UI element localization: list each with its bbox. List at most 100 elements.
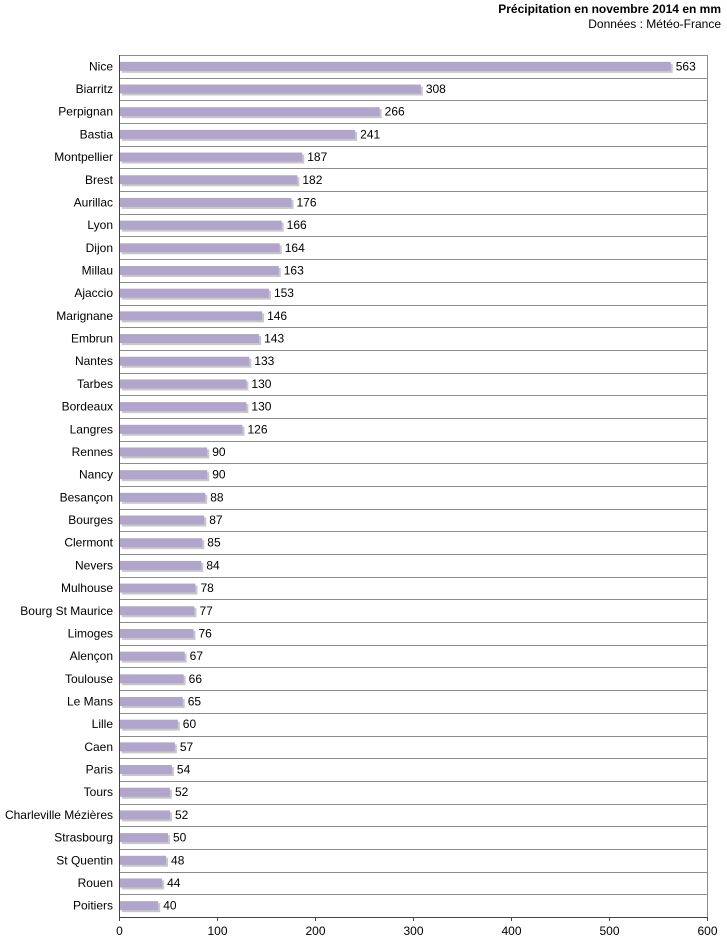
category-label: Lyon <box>87 218 113 232</box>
value-label: 164 <box>285 241 305 255</box>
bar <box>120 538 203 548</box>
bar <box>120 470 208 480</box>
category-label: Nevers <box>75 558 113 572</box>
value-label: 52 <box>175 785 189 799</box>
category-label: Poitiers <box>73 899 113 913</box>
value-label: 88 <box>210 490 224 504</box>
category-label: Rennes <box>72 445 113 459</box>
bar <box>120 356 250 366</box>
category-label: Langres <box>70 422 113 436</box>
value-label: 44 <box>167 876 181 890</box>
value-label: 90 <box>212 445 226 459</box>
bar <box>120 719 178 729</box>
category-label: Paris <box>86 763 113 777</box>
category-label: Brest <box>85 173 114 187</box>
category-label: Embrun <box>71 332 113 346</box>
category-label: Bourg St Maurice <box>20 604 113 618</box>
x-tick-label: 400 <box>501 924 521 938</box>
value-label: 50 <box>173 831 187 845</box>
bar <box>120 651 185 661</box>
x-tick-label: 0 <box>116 924 123 938</box>
value-label: 182 <box>302 173 322 187</box>
bar <box>120 628 194 638</box>
bar <box>120 878 163 888</box>
category-label: Caen <box>84 740 113 754</box>
category-label: Bourges <box>68 513 113 527</box>
x-tick-label: 200 <box>305 924 325 938</box>
value-label: 143 <box>264 332 284 346</box>
bar <box>120 334 260 344</box>
category-label: Perpignan <box>58 105 113 119</box>
value-label: 90 <box>212 468 226 482</box>
value-label: 176 <box>296 195 316 209</box>
value-label: 563 <box>676 59 696 73</box>
bar <box>120 901 159 911</box>
value-label: 67 <box>190 649 204 663</box>
bar <box>120 175 298 185</box>
value-label: 77 <box>199 604 213 618</box>
bar <box>120 424 243 434</box>
value-label: 52 <box>175 808 189 822</box>
category-label: Limoges <box>68 626 113 640</box>
bar <box>120 311 263 321</box>
category-label: Le Mans <box>67 695 113 709</box>
bar <box>120 61 671 71</box>
category-label: Besançon <box>60 490 113 504</box>
value-label: 84 <box>206 558 220 572</box>
bar <box>120 288 269 298</box>
value-label: 308 <box>426 82 446 96</box>
x-tick-label: 300 <box>403 924 423 938</box>
category-label: Mulhouse <box>61 581 113 595</box>
value-label: 166 <box>287 218 307 232</box>
bar <box>120 447 208 457</box>
value-label: 266 <box>385 105 405 119</box>
category-label: Millau <box>82 264 113 278</box>
bar <box>120 606 195 616</box>
bar <box>120 560 202 570</box>
chart-header: Précipitation en novembre 2014 en mm Don… <box>498 2 721 32</box>
value-label: 57 <box>180 740 194 754</box>
bar <box>120 129 356 139</box>
bar <box>120 697 183 706</box>
category-label: St Quentin <box>56 853 113 867</box>
bar <box>120 674 184 684</box>
value-label: 85 <box>207 536 221 550</box>
bar <box>120 515 205 525</box>
category-label: Bordeaux <box>62 400 113 414</box>
bar <box>120 492 206 502</box>
value-label: 40 <box>163 899 177 913</box>
chart-source: Données : Météo-France <box>588 17 721 31</box>
bar <box>120 787 170 797</box>
category-label: Toulouse <box>65 672 113 686</box>
category-label: Clermont <box>64 536 113 550</box>
bar <box>120 266 279 275</box>
category-label: Tours <box>84 785 113 799</box>
category-label: Alençon <box>70 649 113 663</box>
value-label: 130 <box>251 377 271 391</box>
bar <box>120 84 421 94</box>
category-label: Biarritz <box>76 82 113 96</box>
chart-title: Précipitation en novembre 2014 en mm <box>498 2 721 16</box>
value-label: 241 <box>360 127 380 141</box>
category-label: Nantes <box>75 354 113 368</box>
x-tick-label: 600 <box>697 924 717 938</box>
value-label: 65 <box>188 695 202 709</box>
x-tick-label: 100 <box>207 924 227 938</box>
bar <box>120 765 172 775</box>
value-label: 60 <box>183 717 197 731</box>
value-label: 163 <box>284 264 304 278</box>
bar <box>120 833 168 843</box>
category-label: Nancy <box>79 468 113 482</box>
bar <box>120 583 196 593</box>
category-label: Marignane <box>56 309 113 323</box>
category-label: Bastia <box>80 127 114 141</box>
category-label: Ajaccio <box>74 286 113 300</box>
value-label: 76 <box>198 626 212 640</box>
bar <box>120 107 380 117</box>
value-label: 126 <box>247 422 267 436</box>
value-label: 48 <box>171 853 185 867</box>
value-label: 187 <box>307 150 327 164</box>
category-label: Rouen <box>78 876 113 890</box>
value-label: 87 <box>209 513 223 527</box>
